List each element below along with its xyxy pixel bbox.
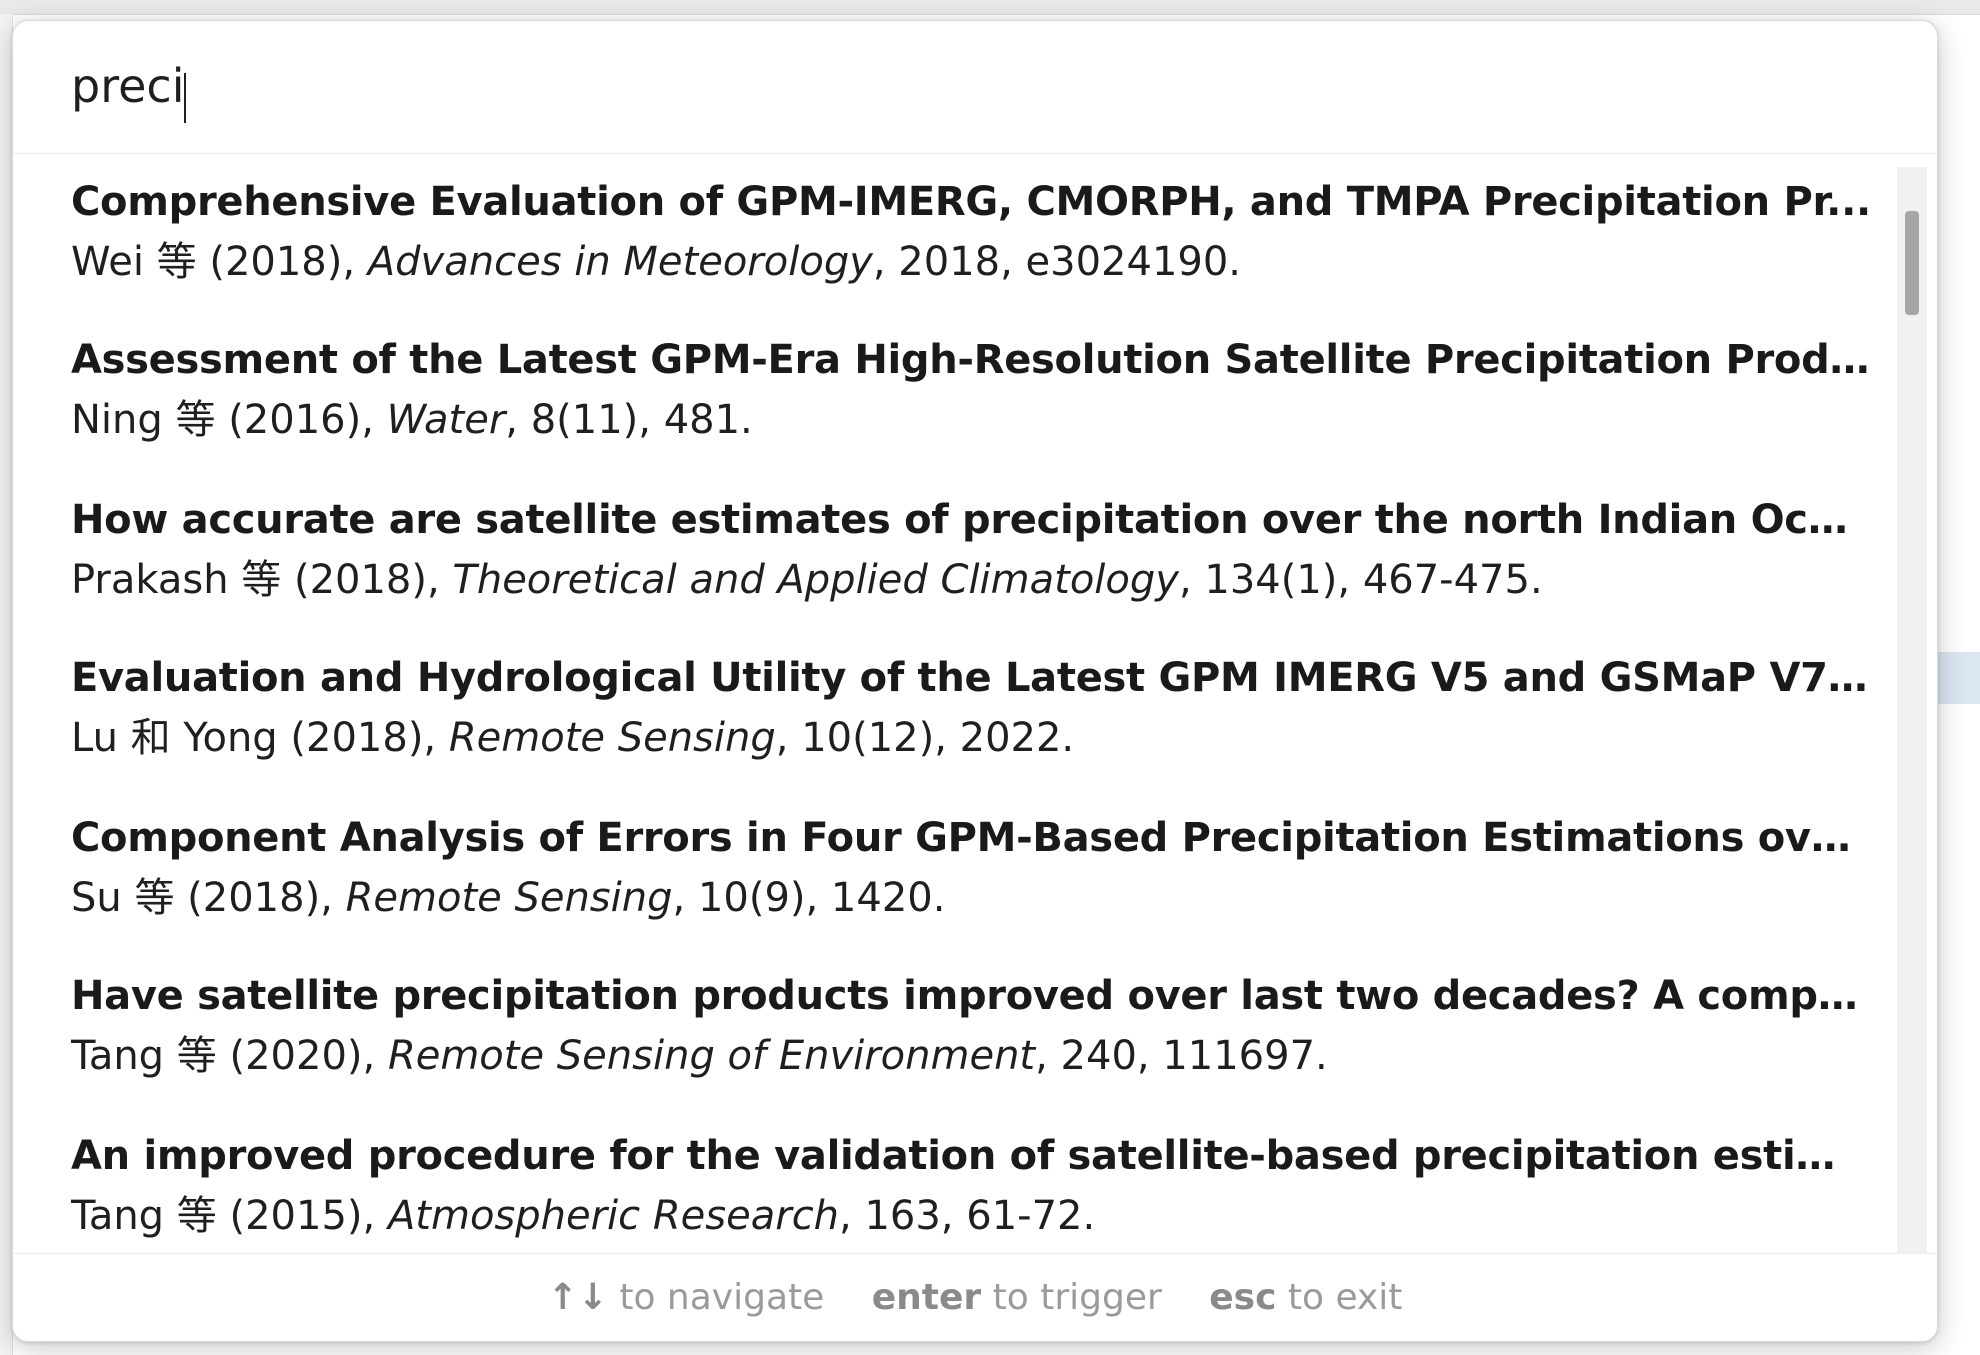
result-journal: Water: [386, 397, 506, 443]
result-citation: Prakash 等 (2018), Theoretical and Applie…: [71, 552, 1871, 608]
result-details: , 134(1), 467-475.: [1178, 557, 1543, 603]
hint-exit: esc to exit: [1209, 1277, 1402, 1318]
result-title: Comprehensive Evaluation of GPM-IMERG, C…: [71, 179, 1871, 225]
result-authors-year: Wei 等 (2018),: [71, 239, 368, 285]
trigger-text: to trigger: [992, 1277, 1162, 1318]
result-citation: Su 等 (2018), Remote Sensing, 10(9), 1420…: [71, 870, 1871, 926]
citation-search-palette: Comprehensive Evaluation of GPM-IMERG, C…: [12, 20, 1938, 1342]
result-citation: Wei 等 (2018), Advances in Meteorology, 2…: [71, 234, 1871, 290]
background-selected-row: [1936, 652, 1980, 704]
result-authors-year: Tang 等 (2020),: [71, 1033, 388, 1079]
result-details: , 8(11), 481.: [505, 397, 753, 443]
result-citation: Lu 和 Yong (2018), Remote Sensing, 10(12)…: [71, 710, 1871, 766]
result-details: , 163, 61-72.: [839, 1193, 1096, 1239]
text-caret: [184, 73, 186, 123]
result-item[interactable]: How accurate are satellite estimates of …: [71, 492, 1871, 642]
result-item[interactable]: Comprehensive Evaluation of GPM-IMERG, C…: [71, 174, 1871, 324]
result-journal: Theoretical and Applied Climatology: [452, 557, 1179, 603]
navigate-text: to navigate: [619, 1277, 825, 1318]
result-journal: Remote Sensing of Environment: [387, 1033, 1036, 1079]
result-citation: Tang 等 (2015), Atmospheric Research, 163…: [71, 1188, 1871, 1244]
results-scrollbar[interactable]: [1897, 167, 1927, 1253]
result-details: , 2018, e3024190.: [872, 239, 1241, 285]
background-toolbar: [0, 0, 1980, 15]
result-citation: Ning 等 (2016), Water, 8(11), 481.: [71, 392, 1871, 448]
search-input[interactable]: [71, 51, 1871, 121]
results-list: Comprehensive Evaluation of GPM-IMERG, C…: [13, 154, 1893, 1252]
navigate-key: ↑↓: [547, 1277, 608, 1318]
result-title: Assessment of the Latest GPM-Era High-Re…: [71, 337, 1871, 383]
result-item[interactable]: Have satellite precipitation products im…: [71, 968, 1871, 1118]
result-item[interactable]: Component Analysis of Errors in Four GPM…: [71, 810, 1871, 960]
exit-key: esc: [1209, 1277, 1277, 1318]
search-bar: [13, 21, 1937, 154]
exit-text: to exit: [1287, 1277, 1403, 1318]
result-details: , 10(12), 2022.: [775, 715, 1075, 761]
result-citation: Tang 等 (2020), Remote Sensing of Environ…: [71, 1028, 1871, 1084]
result-journal: Remote Sensing: [448, 715, 776, 761]
result-authors-year: Lu 和 Yong (2018),: [71, 715, 449, 761]
result-item[interactable]: An improved procedure for the validation…: [71, 1128, 1871, 1252]
result-authors-year: Ning 等 (2016),: [71, 397, 387, 443]
hint-navigate: ↑↓ to navigate: [548, 1277, 825, 1318]
result-journal: Remote Sensing: [345, 875, 673, 921]
result-authors-year: Tang 等 (2015),: [71, 1193, 388, 1239]
keyboard-hints: ↑↓ to navigate enter to trigger esc to e…: [13, 1253, 1937, 1341]
result-details: , 240, 111697.: [1035, 1033, 1328, 1079]
hint-trigger: enter to trigger: [872, 1277, 1162, 1318]
result-title: Have satellite precipitation products im…: [71, 973, 1871, 1019]
result-authors-year: Prakash 等 (2018),: [71, 557, 453, 603]
result-title: Component Analysis of Errors in Four GPM…: [71, 815, 1871, 861]
trigger-key: enter: [871, 1277, 982, 1318]
result-title: An improved procedure for the validation…: [71, 1133, 1871, 1179]
result-journal: Advances in Meteorology: [367, 239, 873, 285]
results-scrollbar-thumb[interactable]: [1905, 211, 1919, 315]
result-title: Evaluation and Hydrological Utility of t…: [71, 655, 1871, 701]
result-journal: Atmospheric Research: [387, 1193, 840, 1239]
result-title: How accurate are satellite estimates of …: [71, 497, 1871, 543]
result-item[interactable]: Assessment of the Latest GPM-Era High-Re…: [71, 332, 1871, 482]
result-details: , 10(9), 1420.: [672, 875, 946, 921]
result-authors-year: Su 等 (2018),: [71, 875, 346, 921]
result-item[interactable]: Evaluation and Hydrological Utility of t…: [71, 650, 1871, 800]
